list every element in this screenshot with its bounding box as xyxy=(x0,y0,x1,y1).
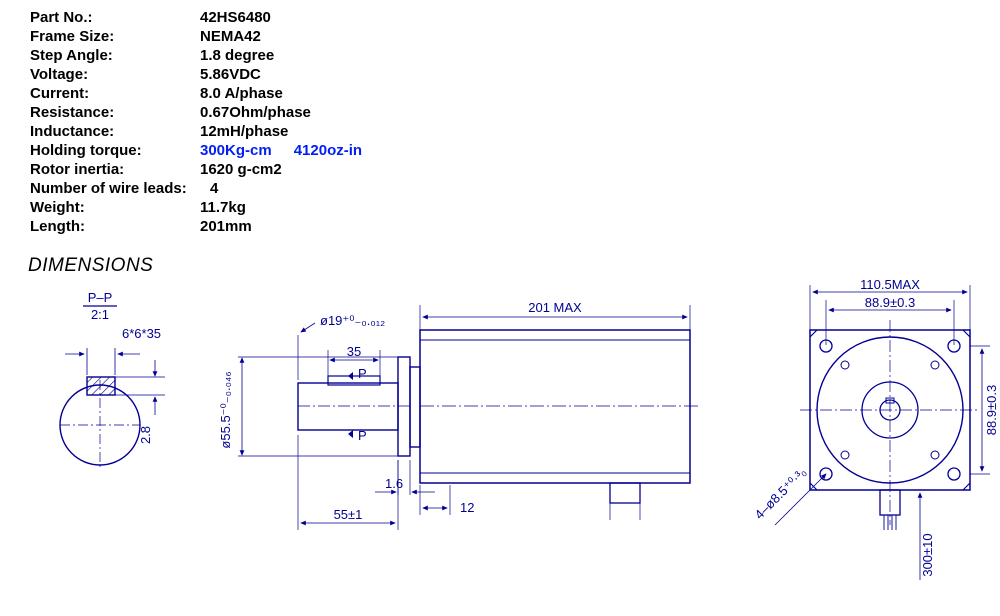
shaft-dia-label: ø19⁺⁰₋₀.₀₁₂ xyxy=(320,313,385,328)
spec-label: Current: xyxy=(30,84,200,103)
spec-label: Voltage: xyxy=(30,65,200,84)
overall-width-label: 110.5MAX xyxy=(860,280,920,292)
bolt-h-label: 88.9±0.3 xyxy=(865,295,916,310)
spec-value: 11.7kg xyxy=(200,198,246,217)
key-size-label: 6*6*35 xyxy=(122,326,161,341)
spec-label: Inductance: xyxy=(30,122,200,141)
key-depth-label: 2.8 xyxy=(138,426,153,444)
pp-label-bot: 2:1 xyxy=(91,307,109,322)
spec-label: Number of wire leads: xyxy=(30,179,200,198)
spec-label: Step Angle: xyxy=(30,46,200,65)
body-len-label: 201 MAX xyxy=(528,300,582,315)
spec-value: 12mH/phase xyxy=(200,122,288,141)
front-view: 110.5MAX 88.9±0.3 88.9±0.3 xyxy=(752,280,999,580)
spec-row-ind: Inductance: 12mH/phase xyxy=(30,122,362,141)
spec-label: Length: xyxy=(30,217,200,236)
spec-row-partno: Part No.: 42HS6480 xyxy=(30,8,362,27)
spec-value: 8.0 A/phase xyxy=(200,84,283,103)
spec-row-weight: Weight: 11.7kg xyxy=(30,198,362,217)
p-top: P xyxy=(358,366,367,381)
spec-label: Weight: xyxy=(30,198,200,217)
spec-row-res: Resistance: 0.67Ohm/phase xyxy=(30,103,362,122)
spec-value: NEMA42 xyxy=(200,27,261,46)
detail-pp-view: P–P 2:1 6*6*35 2.8 xyxy=(60,290,165,470)
dimensions-diagrams: P–P 2:1 6*6*35 2.8 201 MAX ø19⁺⁰₋₀.₀₁₂ xyxy=(0,280,1000,590)
flange-thick-label: 1.6 xyxy=(385,476,403,491)
spec-label: Part No.: xyxy=(30,8,200,27)
spec-label: Rotor inertia: xyxy=(30,160,200,179)
spec-value: 0.67Ohm/phase xyxy=(200,103,311,122)
shaft-len-label: 55±1 xyxy=(334,507,363,522)
spec-value: 5.86VDC xyxy=(200,65,261,84)
spec-label: Holding torque: xyxy=(30,141,200,160)
p-bot: P xyxy=(358,428,367,443)
pp-label-top: P–P xyxy=(88,290,113,305)
spec-value-blue: 300Kg-cm xyxy=(200,141,272,160)
spec-row-step: Step Angle: 1.8 degree xyxy=(30,46,362,65)
spec-value: 4 xyxy=(210,179,218,198)
cable-len-label: 300±10 xyxy=(920,533,935,576)
flange-dia-label: ø55.5⁻⁰₋₀.₀₄₆ xyxy=(218,371,233,448)
dimensions-heading: DIMENSIONS xyxy=(28,255,153,277)
bolt-hole-label: 4–ø8.5⁺⁰·³₀ xyxy=(752,464,810,522)
spec-label: Resistance: xyxy=(30,103,200,122)
spec-row-torque: Holding torque: 300Kg-cm 4120oz-in xyxy=(30,141,362,160)
spec-value-blue: 4120oz-in xyxy=(294,141,362,160)
spec-row-current: Current: 8.0 A/phase xyxy=(30,84,362,103)
spec-value: 201mm xyxy=(200,217,252,236)
bolt-v-label: 88.9±0.3 xyxy=(984,385,999,436)
spec-row-length: Length: 201mm xyxy=(30,217,362,236)
spec-table: Part No.: 42HS6480 Frame Size: NEMA42 St… xyxy=(30,8,362,236)
rear-protrusion-label: 12 xyxy=(460,500,474,515)
spec-row-voltage: Voltage: 5.86VDC xyxy=(30,65,362,84)
spec-value: 42HS6480 xyxy=(200,8,271,27)
spec-row-inertia: Rotor inertia: 1620 g-cm2 xyxy=(30,160,362,179)
key-len-label: 35 xyxy=(347,344,361,359)
spec-value: 1620 g-cm2 xyxy=(200,160,282,179)
spec-row-leads: Number of wire leads: 4 xyxy=(30,179,362,198)
spec-row-frame: Frame Size: NEMA42 xyxy=(30,27,362,46)
spec-label: Frame Size: xyxy=(30,27,200,46)
spec-value: 1.8 degree xyxy=(200,46,274,65)
side-view: 201 MAX ø19⁺⁰₋₀.₀₁₂ ø55.5⁻⁰₋₀.₀₄₆ 35 P P xyxy=(218,300,700,530)
